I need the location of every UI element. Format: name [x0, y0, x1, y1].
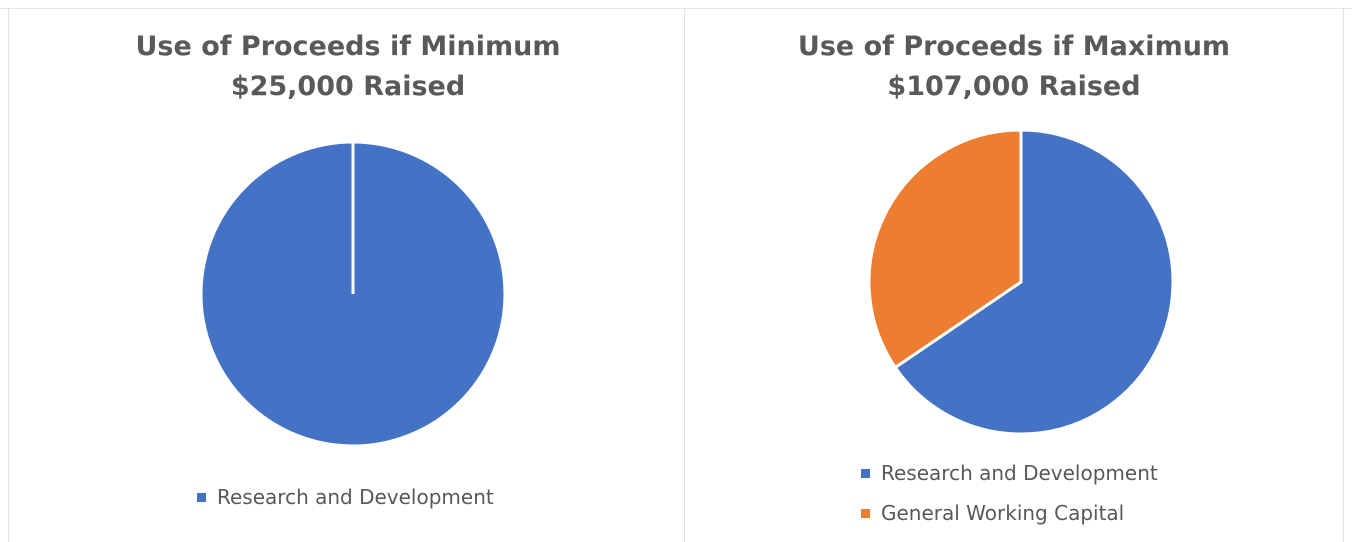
chart-title-line-2: $25,000 Raised — [230, 71, 466, 102]
legend-swatch — [861, 508, 870, 518]
legend-swatch — [197, 492, 206, 502]
pie-chart-minimum — [199, 140, 507, 448]
legend-item-general-working-capital: General Working Capital — [861, 493, 1158, 533]
pie-slice-general-working-capital — [867, 128, 1023, 369]
chart-title-minimum: Use of Proceeds if Minimum $25,000 Raise… — [9, 27, 687, 107]
chart-title-line-1: Use of Proceeds if Minimum — [135, 31, 561, 62]
legend-minimum: Research and Development — [197, 477, 494, 517]
chart-panel-minimum: Use of Proceeds if Minimum $25,000 Raise… — [8, 9, 688, 542]
legend-label: General Working Capital — [881, 501, 1125, 525]
pie-chart-maximum — [867, 128, 1175, 436]
legend-swatch — [861, 468, 870, 478]
chart-panel-maximum: Use of Proceeds if Maximum $107,000 Rais… — [684, 9, 1344, 542]
legend-item-research-and-development: Research and Development — [861, 453, 1158, 493]
legend-label: Research and Development — [881, 461, 1158, 485]
legend-item-research-and-development: Research and Development — [197, 477, 494, 517]
chart-title-maximum: Use of Proceeds if Maximum $107,000 Rais… — [685, 27, 1343, 107]
top-divider — [0, 8, 1352, 9]
legend-maximum: Research and Development General Working… — [861, 453, 1158, 533]
chart-title-line-2: $107,000 Raised — [887, 71, 1141, 102]
chart-title-line-1: Use of Proceeds if Maximum — [797, 31, 1231, 62]
legend-label: Research and Development — [217, 485, 494, 509]
pie-slice-research-and-development — [893, 128, 1175, 436]
